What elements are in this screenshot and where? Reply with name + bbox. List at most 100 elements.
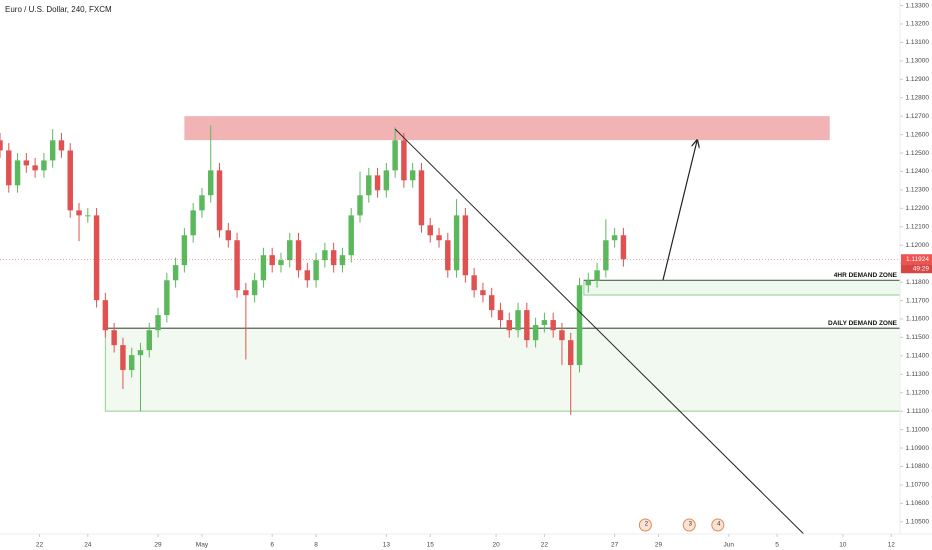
x-tick-label: 29 [154, 542, 162, 549]
candle-body [111, 330, 117, 346]
y-tick-label: 1.13100 [906, 39, 930, 46]
x-tick-label: 22 [36, 542, 44, 549]
y-tick-label: 1.11300 [906, 371, 929, 378]
y-tick-label: 1.12600 [906, 131, 930, 138]
candle-body [269, 255, 275, 266]
candle-body [313, 260, 319, 281]
candle-body [181, 235, 188, 266]
y-tick-label: 1.11800 [906, 279, 929, 286]
candle-body [251, 280, 258, 296]
candle-body [471, 275, 477, 291]
zone [583, 279, 900, 296]
candle-body [436, 235, 442, 241]
y-tick-label: 1.11400 [906, 353, 929, 360]
x-tick-label: 29 [655, 542, 663, 549]
y-tick-label: 1.11600 [906, 316, 929, 323]
x-tick-label: 13 [383, 542, 391, 549]
zone-label: 4HR DEMAND ZONE [834, 272, 898, 279]
candle-body [216, 170, 223, 231]
candle-body [568, 340, 574, 366]
candle-body [339, 255, 346, 266]
candle-body [445, 240, 451, 271]
candle-body [480, 290, 486, 296]
candle-body [427, 225, 433, 236]
y-tick-label: 1.10800 [906, 463, 930, 470]
candle-body [366, 175, 372, 196]
last-price-box [901, 254, 932, 265]
candle-body [76, 210, 82, 216]
candle-body [594, 270, 600, 281]
x-tick-label: 24 [84, 542, 92, 549]
countdown-label: 49:29 [913, 265, 930, 272]
candle-body [603, 240, 609, 271]
candle-body [620, 235, 627, 260]
candle-body [260, 255, 267, 281]
candle-body [357, 195, 363, 216]
candle-body [32, 165, 38, 171]
candle-body [208, 170, 214, 196]
arrow [662, 140, 697, 281]
candle-body [49, 140, 56, 161]
y-tick-label: 1.11000 [906, 426, 929, 433]
candle-body [348, 215, 354, 256]
y-tick-label: 1.12500 [906, 150, 930, 157]
x-tick-label: 15 [427, 542, 435, 549]
event-label: 3 [689, 522, 693, 528]
candle-body [102, 300, 109, 331]
candle-body [93, 215, 100, 301]
candle-body [322, 250, 328, 261]
candle-body [295, 240, 302, 271]
candle-body [190, 210, 196, 236]
event-marker [711, 518, 725, 532]
candle-body [146, 330, 152, 351]
plot-area [0, 116, 900, 534]
x-tick-label: 6 [270, 542, 274, 549]
y-tick-label: 1.13200 [906, 21, 930, 28]
y-tick-label: 1.11500 [906, 334, 929, 341]
candle-body [155, 315, 161, 331]
candle-body [576, 285, 583, 366]
x-tick-label: 20 [492, 542, 500, 549]
y-tick-label: 1.10900 [906, 445, 930, 452]
candle-body [453, 215, 460, 271]
candle-body [550, 320, 556, 331]
y-tick-label: 1.10500 [906, 519, 930, 526]
y-tick-label: 1.11200 [906, 389, 929, 396]
y-tick-label: 1.12900 [906, 76, 930, 83]
candle-body [392, 140, 398, 171]
y-tick-label: 1.13300 [906, 2, 930, 9]
candle-body [330, 250, 337, 266]
candle-body [585, 280, 592, 286]
x-tick-label: Jun [724, 542, 735, 549]
y-tick-label: 1.12200 [906, 205, 930, 212]
countdown-box [901, 264, 932, 274]
candle-body [243, 290, 249, 296]
candle-body [6, 150, 12, 186]
y-tick-label: 1.13000 [906, 58, 930, 65]
event-marker [638, 518, 652, 532]
candle-body [541, 320, 548, 326]
candle-body [85, 215, 91, 217]
event-label: 4 [717, 522, 721, 528]
x-tick-label: 10 [839, 542, 847, 549]
candle-body [287, 240, 293, 261]
candle-body [67, 150, 73, 211]
candle-body [462, 215, 469, 276]
x-tick-label: 12 [888, 542, 896, 549]
candle-body [409, 170, 416, 181]
candle-body [488, 295, 495, 311]
candle-body [418, 170, 425, 226]
candle-body [234, 240, 240, 291]
candle-body [304, 270, 311, 281]
candle-body [506, 320, 512, 331]
zone [104, 327, 900, 412]
candle-body [559, 330, 565, 341]
candle-body [14, 160, 21, 186]
y-tick-label: 1.11100 [906, 408, 929, 415]
candle-body [172, 265, 179, 281]
candle-body [278, 260, 284, 266]
event-marker [682, 518, 696, 532]
event-label: 2 [645, 522, 649, 528]
y-tick-label: 1.12100 [906, 224, 930, 231]
